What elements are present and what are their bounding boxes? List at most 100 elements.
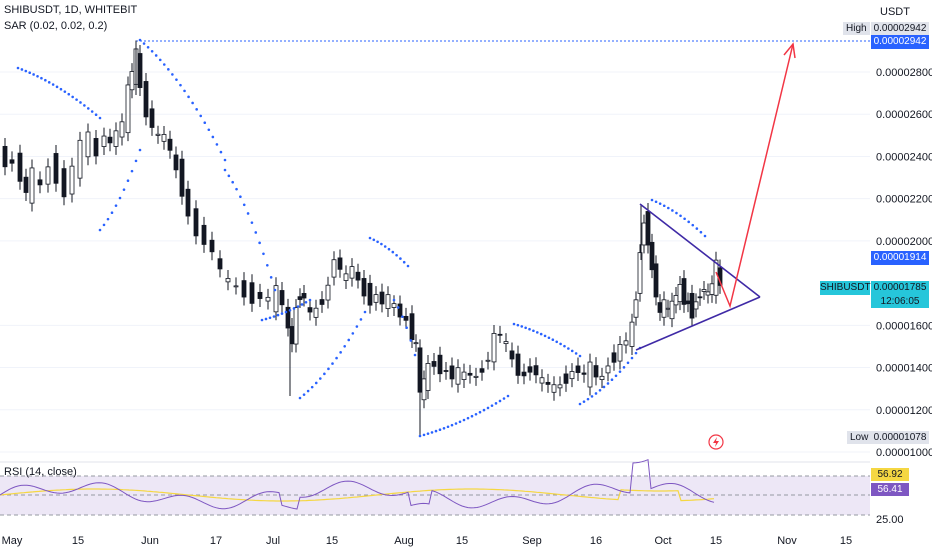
time-tick-label: Oct (654, 535, 671, 547)
candle-down (301, 293, 307, 299)
price-tick-label: 0.00002000 (876, 236, 932, 248)
candle-down (593, 365, 599, 378)
sar-dot (110, 211, 114, 215)
sar-dot (406, 264, 410, 268)
sar-dot (175, 78, 178, 81)
candle-down (657, 302, 663, 313)
candle-up (225, 278, 231, 283)
sar-dot (59, 87, 63, 91)
sar-dot (399, 257, 402, 260)
candle-down (173, 154, 179, 171)
sar-dot (376, 240, 379, 244)
lightning-icon[interactable] (708, 434, 724, 450)
sar-dot (114, 204, 118, 207)
sar-dot (634, 351, 638, 355)
sar-dot (418, 434, 422, 438)
candle-up (273, 285, 279, 313)
price-tick-label: 0.00002800 (876, 67, 932, 79)
sar-dot (308, 298, 312, 302)
candle-up (85, 131, 91, 158)
sar-dot (75, 98, 78, 101)
price-tick-label: 0.00001400 (876, 363, 932, 375)
sar-dot (246, 212, 250, 215)
candle-up (677, 284, 683, 303)
sar-dot (578, 402, 582, 406)
projection-path (715, 43, 794, 309)
rsi-line (0, 459, 715, 510)
sar-dot (618, 370, 622, 373)
sar-dot (199, 114, 203, 118)
sar-dot (292, 307, 296, 310)
triangle-lower-line (635, 296, 761, 351)
sar-dot (262, 252, 265, 256)
sar-dot (288, 308, 292, 312)
sar-dot (563, 344, 566, 348)
sar-dot (138, 148, 142, 152)
rsi-tick-label: 25.00 (876, 514, 904, 526)
candle-down (649, 241, 655, 271)
sar-dot (284, 310, 288, 314)
low-tag-label: Low (847, 431, 872, 444)
sar-dot (118, 196, 122, 200)
candle-up (343, 273, 349, 281)
sar-dot (392, 298, 396, 302)
sar-dot (438, 428, 442, 432)
sar-dot (195, 108, 198, 111)
sar-dot (219, 150, 223, 154)
candle-down (509, 350, 515, 360)
sar-dot (47, 81, 51, 84)
sar-dot (323, 372, 326, 376)
candle-down (545, 381, 551, 385)
candle-down (397, 303, 403, 318)
sar-dot (498, 399, 502, 403)
candle-down (575, 365, 581, 373)
candle-up (331, 259, 337, 278)
sar-dot (650, 198, 654, 202)
sar-dot (614, 374, 618, 378)
candle-up (161, 134, 167, 142)
sar-dot (486, 406, 490, 410)
candle-up (539, 377, 545, 384)
sar-dot (675, 211, 678, 215)
candle-down (497, 333, 503, 336)
high-price-tag: 0.00002942 (871, 35, 929, 49)
sar-dot (67, 92, 71, 96)
symbol-title[interactable]: SHIBUSDT, 1D, WHITEBIT (4, 4, 138, 16)
candle-down (437, 354, 443, 375)
candle-up (373, 294, 379, 303)
sar-dot (630, 356, 634, 360)
sar-dot (44, 78, 47, 82)
sar-dot (372, 238, 376, 242)
sar-dot (594, 392, 598, 395)
candle-down (167, 138, 173, 151)
sar-dot (171, 73, 174, 76)
candle-down (379, 291, 385, 305)
sar-dot (40, 76, 43, 80)
sar-dot (36, 74, 39, 78)
sar-dot (269, 276, 273, 279)
sar-dot (555, 340, 559, 344)
candle-up (69, 165, 75, 195)
candle-up (125, 84, 131, 134)
indicator-label-sar[interactable]: SAR (0.02, 0.02, 0.2) (4, 20, 108, 32)
candle-down (37, 179, 43, 186)
sar-dot (183, 89, 186, 93)
sar-dot (339, 351, 342, 354)
sar-dot (130, 169, 134, 173)
time-tick-label: 15 (72, 535, 84, 547)
sar-dot (430, 431, 434, 434)
sar-dot (242, 203, 246, 207)
candle-up (29, 167, 35, 204)
sar-dot (179, 83, 182, 87)
sar-dot (273, 288, 277, 292)
sar-dot (20, 68, 24, 71)
sar-dot (28, 71, 32, 74)
indicator-label-rsi[interactable]: RSI (14, close) (4, 466, 77, 478)
sar-dot (94, 113, 98, 117)
candle-down (289, 326, 295, 345)
sar-dot (586, 397, 590, 401)
sar-dot (154, 54, 158, 57)
sar-dot (347, 338, 351, 342)
sar-dot (606, 382, 610, 385)
sar-dot (466, 416, 470, 420)
